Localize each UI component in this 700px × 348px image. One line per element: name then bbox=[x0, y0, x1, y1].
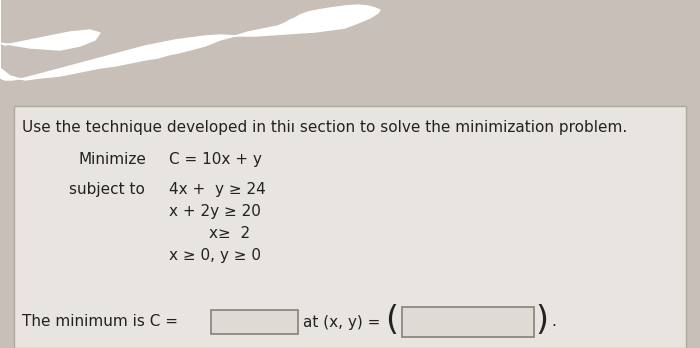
Text: x≥  2: x≥ 2 bbox=[209, 226, 250, 241]
Text: at (x, y) =: at (x, y) = bbox=[303, 315, 385, 330]
FancyBboxPatch shape bbox=[14, 106, 686, 348]
Text: Minimize: Minimize bbox=[79, 152, 147, 167]
Text: .: . bbox=[551, 315, 556, 330]
Text: x ≥ 0, y ≥ 0: x ≥ 0, y ≥ 0 bbox=[169, 248, 261, 263]
Text: 4x +  y ≥ 24: 4x + y ≥ 24 bbox=[169, 182, 266, 197]
Text: ): ) bbox=[535, 303, 548, 337]
Text: The minimum is C =: The minimum is C = bbox=[22, 315, 178, 330]
FancyBboxPatch shape bbox=[402, 307, 534, 337]
Text: C = 10x + y: C = 10x + y bbox=[169, 152, 262, 167]
Text: subject to: subject to bbox=[69, 182, 145, 197]
Text: x + 2y ≥ 20: x + 2y ≥ 20 bbox=[169, 204, 261, 219]
Polygon shape bbox=[0, 0, 380, 80]
Polygon shape bbox=[0, 0, 100, 50]
Text: (: ( bbox=[385, 303, 398, 337]
FancyBboxPatch shape bbox=[211, 310, 298, 334]
Text: Use the technique developed in thiı section to solve the minimization problem.: Use the technique developed in thiı sect… bbox=[22, 120, 627, 135]
